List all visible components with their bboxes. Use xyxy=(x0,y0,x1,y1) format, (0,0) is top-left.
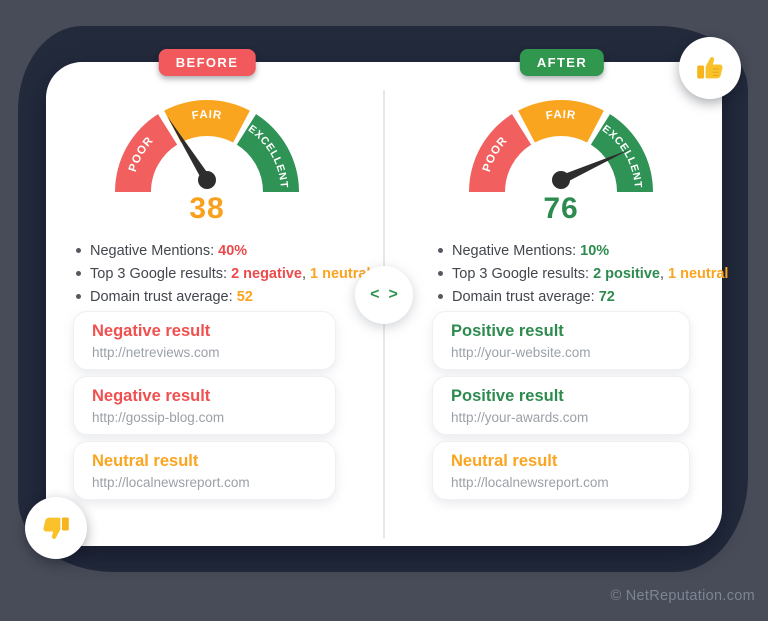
before-after-slider-handle[interactable]: < > xyxy=(355,266,413,324)
chevron-right-icon: > xyxy=(388,286,398,303)
after-badge: AFTER xyxy=(519,49,605,76)
gauge-label-fair: FAIR xyxy=(545,109,577,122)
bullet-dot-icon xyxy=(438,248,443,253)
result-card: Neutral result http://localnewsreport.com xyxy=(432,441,690,500)
stats-list-after: Negative Mentions: 10% Top 3 Google resul… xyxy=(438,240,728,309)
thumbs-down-badge xyxy=(25,497,87,559)
stat-item: Domain trust average: 52 xyxy=(76,286,370,309)
stat-value: 10% xyxy=(580,243,610,259)
gauge-label-fair: FAIR xyxy=(191,109,223,122)
result-title: Negative result xyxy=(92,387,211,405)
bullet-dot-icon xyxy=(76,248,81,253)
bullet-dot-icon xyxy=(76,271,81,276)
stat-label: Negative Mentions: xyxy=(452,243,581,259)
stat-label: Top 3 Google results: xyxy=(90,266,232,282)
stat-label: Top 3 Google results: xyxy=(452,266,594,282)
stat-label: , xyxy=(659,266,669,282)
result-title: Neutral result xyxy=(451,452,558,470)
results-list-before: Negative result http://netreviews.com Nega… xyxy=(73,311,336,500)
stat-value: 2 positive xyxy=(593,266,660,282)
score-after: 76 xyxy=(543,192,579,225)
results-list-after: Positive result http://your-website.com Po… xyxy=(432,311,690,500)
stat-item: Negative Mentions: 10% xyxy=(438,240,728,263)
gauge-hub xyxy=(552,171,570,189)
stat-item: Negative Mentions: 40% xyxy=(76,240,370,263)
stat-label: , xyxy=(301,266,311,282)
bullet-dot-icon xyxy=(438,294,443,299)
panel-after: POOR FAIR EXCELLENT 76 Negative Mentions: … xyxy=(384,62,728,546)
stat-item: Domain trust average: 72 xyxy=(438,286,728,309)
bullet-dot-icon xyxy=(76,294,81,299)
before-badge: BEFORE xyxy=(158,49,256,76)
gauge-needle xyxy=(167,116,211,183)
gauge-after: POOR FAIR EXCELLENT 76 xyxy=(461,88,661,303)
copyright-text: © NetReputation.com xyxy=(610,588,755,604)
result-url: http://gossip-blog.com xyxy=(92,410,225,425)
result-card: Positive result http://your-website.com xyxy=(432,311,690,370)
gauge-segment-excellent xyxy=(236,114,299,192)
panel-before: POOR FAIR EXCELLENT 38 Negative Mentions: … xyxy=(46,62,384,546)
result-title: Negative result xyxy=(92,322,211,340)
result-title: Positive result xyxy=(451,387,564,405)
result-url: http://netreviews.com xyxy=(92,345,220,360)
stat-label: Domain trust average: xyxy=(452,289,599,305)
gauge-hub xyxy=(198,171,216,189)
thumbs-up-icon xyxy=(697,57,723,79)
result-url: http://localnewsreport.com xyxy=(451,475,609,490)
stat-label: Domain trust average: xyxy=(90,289,237,305)
gauge-segment-poor xyxy=(115,114,178,192)
stat-value: 40% xyxy=(218,243,248,259)
result-url: http://your-awards.com xyxy=(451,410,589,425)
result-card: Neutral result http://localnewsreport.com xyxy=(73,441,336,500)
score-before: 38 xyxy=(189,192,225,225)
bullet-dot-icon xyxy=(438,271,443,276)
result-card: Positive result http://your-awards.com xyxy=(432,376,690,435)
stat-value: 1 neutral xyxy=(668,266,729,282)
stats-list-before: Negative Mentions: 40% Top 3 Google resul… xyxy=(76,240,370,309)
result-title: Positive result xyxy=(451,322,564,340)
result-url: http://localnewsreport.com xyxy=(92,475,250,490)
result-url: http://your-website.com xyxy=(451,345,591,360)
stat-label: Negative Mentions: xyxy=(90,243,219,259)
stat-value: 1 neutral xyxy=(310,266,371,282)
stat-item: Top 3 Google results: 2 negative, 1 neut… xyxy=(76,263,370,286)
gauge-needle xyxy=(559,149,630,185)
gauge-before: POOR FAIR EXCELLENT 38 xyxy=(107,88,307,303)
stat-value: 72 xyxy=(598,289,615,305)
result-title: Neutral result xyxy=(92,452,199,470)
chevron-left-icon: < xyxy=(370,286,380,303)
gauge-segment-fair xyxy=(164,100,250,143)
stat-item: Top 3 Google results: 2 positive, 1 neut… xyxy=(438,263,728,286)
gauge-segment-poor xyxy=(469,114,532,192)
result-card: Negative result http://gossip-blog.com xyxy=(73,376,336,435)
thumbs-up-badge xyxy=(679,37,741,99)
result-card: Negative result http://netreviews.com xyxy=(73,311,336,370)
stat-value: 52 xyxy=(236,289,253,305)
thumbs-down-icon xyxy=(43,517,69,539)
gauge-segment-fair xyxy=(518,100,604,143)
stat-value: 2 negative xyxy=(231,266,302,282)
